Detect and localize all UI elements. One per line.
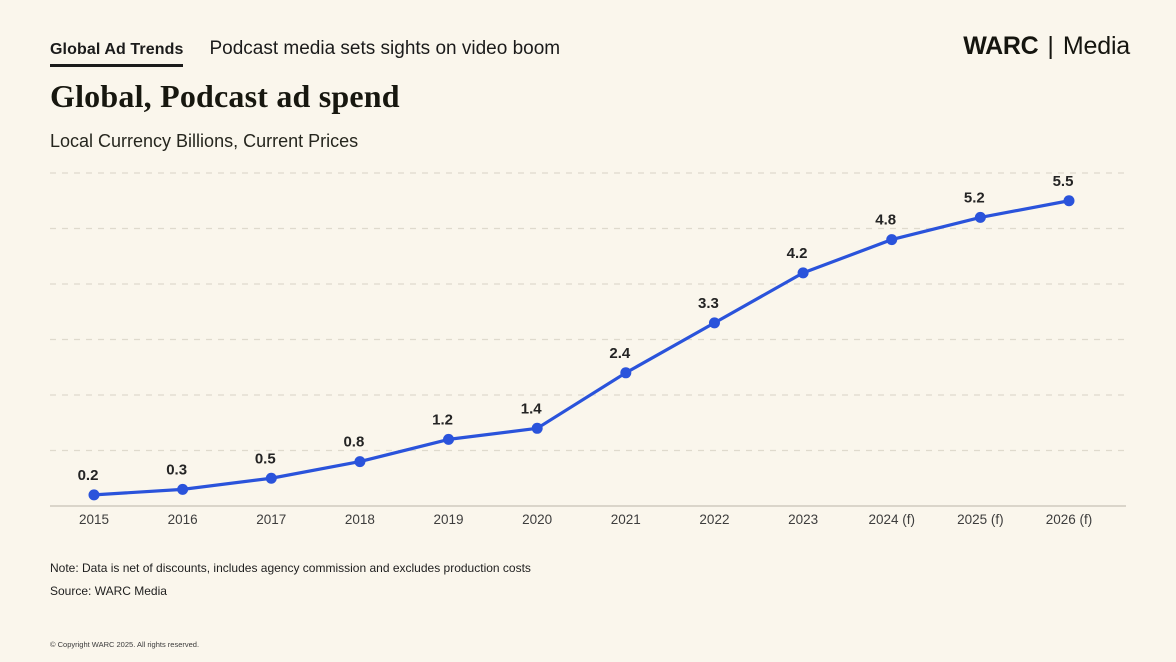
data-point-2015 (88, 489, 100, 501)
headline: Podcast media sets sights on video boom (209, 38, 561, 59)
data-point-label: 0.2 (78, 467, 99, 484)
logo-divider: | (1047, 32, 1054, 60)
page-title: Global, Podcast ad spend (50, 78, 400, 114)
data-point-2016 (177, 483, 189, 495)
x-axis-label: 2019 (434, 512, 464, 527)
series-label: Global Ad Trends (50, 41, 184, 67)
x-axis-label: 2018 (345, 512, 375, 527)
data-point-label: 1.4 (521, 400, 543, 417)
x-axis-label: 2023 (788, 512, 818, 527)
data-point-2021 (620, 367, 632, 379)
data-point-label: 5.2 (964, 189, 985, 206)
x-axis-label: 2016 (168, 512, 198, 527)
data-point-2018 (354, 456, 366, 468)
x-axis-label: 2024 (f) (868, 512, 915, 527)
x-axis-label: 2026 (f) (1046, 512, 1093, 527)
data-point-2022 (708, 317, 720, 329)
data-point-2023 (797, 267, 809, 279)
trend-line (92, 199, 1071, 497)
data-point-label: 2.4 (609, 345, 631, 362)
data-point-label: 3.3 (698, 295, 719, 312)
data-point-2019 (443, 433, 455, 445)
data-point-2017 (265, 472, 277, 484)
data-point-label: 0.5 (255, 450, 276, 467)
data-point-label: 0.3 (166, 461, 187, 478)
data-point-label: 0.8 (343, 434, 364, 451)
data-point-2024 (f) (886, 234, 898, 246)
x-axis-label: 2020 (522, 512, 552, 527)
copyright-text: © Copyright WARC 2025. All rights reserv… (50, 640, 200, 649)
note-text: Note: Data is net of discounts, includes… (50, 561, 531, 575)
data-point-label: 5.5 (1053, 173, 1074, 190)
x-axis-label: 2015 (79, 512, 109, 527)
data-point-label: 1.2 (432, 411, 453, 428)
warc-media-logo: WARC | Media (963, 32, 1130, 61)
x-axis-label: 2017 (256, 512, 286, 527)
data-point-label: 4.2 (787, 245, 808, 262)
logo-warc: WARC (963, 32, 1039, 60)
x-axis-label: 2021 (611, 512, 641, 527)
data-point-2025 (f) (974, 211, 986, 223)
x-axis-label: 2022 (699, 512, 729, 527)
logo-media: Media (1062, 32, 1130, 60)
data-point-label: 4.8 (875, 212, 896, 229)
chart-subtitle: Local Currency Billions, Current Prices (50, 131, 359, 151)
data-point-2026 (f) (1063, 195, 1075, 207)
data-point-2020 (531, 422, 543, 434)
header: Global Ad Trends Podcast media sets sigh… (50, 32, 1130, 67)
source-text: Source: WARC Media (50, 584, 167, 598)
x-axis-label: 2025 (f) (957, 512, 1004, 527)
